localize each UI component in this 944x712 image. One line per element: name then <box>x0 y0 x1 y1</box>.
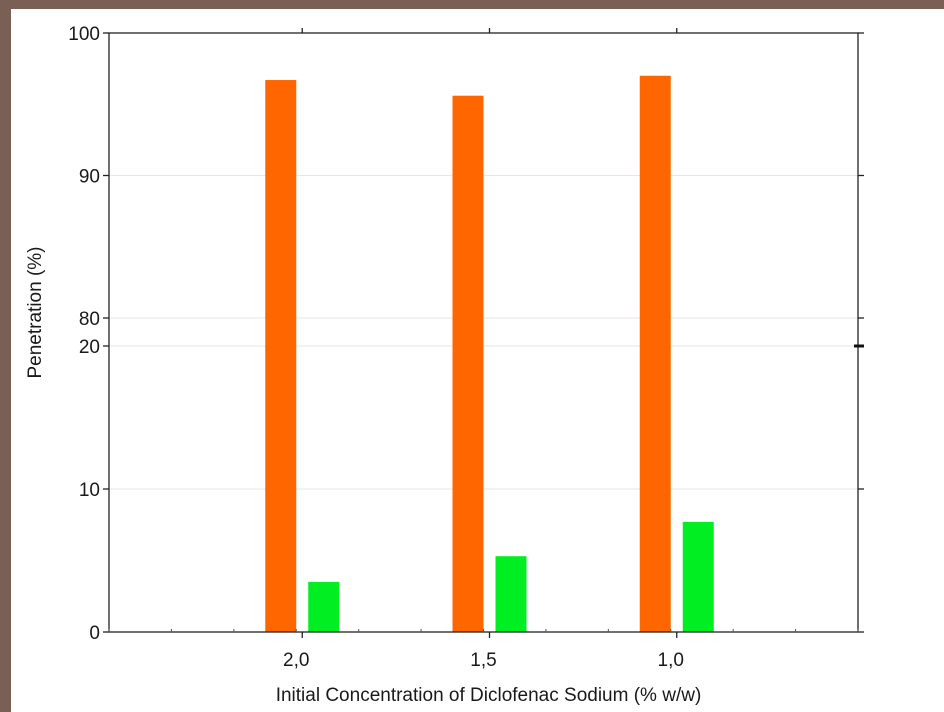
x-tick-label: 1,0 <box>658 650 684 671</box>
bar <box>682 521 714 632</box>
bar <box>495 556 527 632</box>
tick-labels: 0 10 20 80 90 100 2,0 1,5 1,0 <box>68 24 684 671</box>
bar <box>265 80 297 632</box>
bar <box>308 581 340 632</box>
bar <box>452 95 484 632</box>
y-tick-label: 80 <box>79 309 100 330</box>
y-tick-label: 100 <box>68 24 100 45</box>
x-tick-label: 1,5 <box>470 650 496 671</box>
axis-ticks <box>103 28 864 638</box>
y-tick-label: 20 <box>79 337 100 358</box>
x-axis-title: Initial Concentration of Diclofenac Sodi… <box>276 685 702 706</box>
y-tick-label: 10 <box>79 480 100 501</box>
y-tick-label: 90 <box>79 167 100 188</box>
y-tick-label: 0 <box>89 623 100 644</box>
x-tick-label: 2,0 <box>283 650 309 671</box>
y-axis-title: Penetration (%) <box>25 246 46 378</box>
chart-frame: 0 10 20 80 90 100 2,0 1,5 1,0 Initial Concentrat… <box>11 9 944 712</box>
penetration-bar-chart: 0 10 20 80 90 100 2,0 1,5 1,0 Initial Concentrat… <box>25 24 864 706</box>
bars <box>265 75 714 632</box>
bar <box>639 75 671 632</box>
